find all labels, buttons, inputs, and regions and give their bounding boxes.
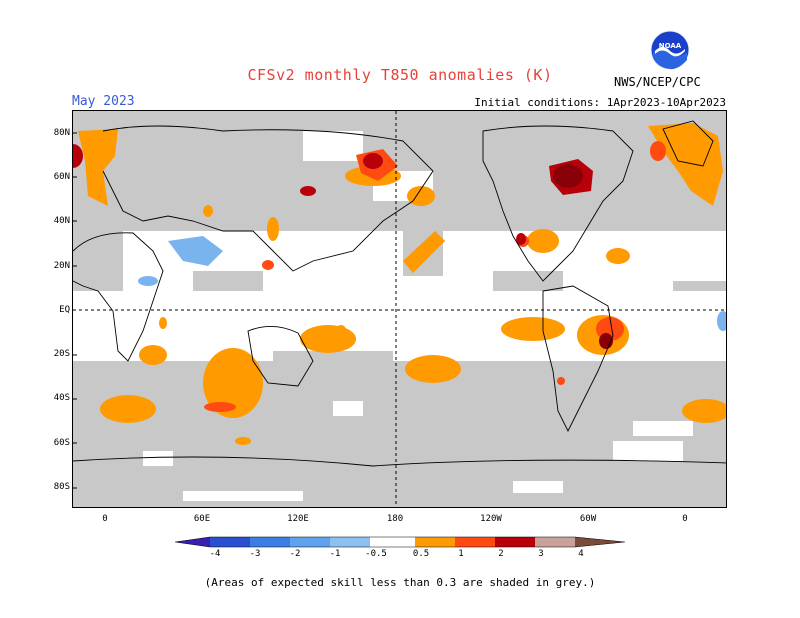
colorbar bbox=[175, 536, 625, 548]
agency-label: NWS/NCEP/CPC bbox=[614, 75, 701, 89]
noaa-logo: NOAA bbox=[650, 30, 690, 70]
lon-label: 120E bbox=[287, 514, 309, 524]
skill-footnote: (Areas of expected skill less than 0.3 a… bbox=[204, 576, 596, 589]
positive-anomaly-05-1 bbox=[78, 123, 726, 445]
map-title: CFSv2 monthly T850 anomalies (K) bbox=[247, 66, 553, 84]
colorbar-label: -4 bbox=[209, 549, 221, 559]
lon-label: 60E bbox=[193, 514, 211, 524]
colorbar-label: 2 bbox=[498, 549, 504, 559]
lat-label: 60S bbox=[53, 438, 70, 448]
colorbar-label: -2 bbox=[289, 549, 301, 559]
logo-text: NOAA bbox=[659, 42, 682, 50]
lon-label: 0 bbox=[682, 514, 688, 524]
lon-label: 180 bbox=[386, 514, 404, 524]
anomaly-map bbox=[72, 110, 727, 508]
lon-label: 60W bbox=[579, 514, 597, 524]
lat-label: 60N bbox=[53, 172, 70, 182]
colorbar-label: -3 bbox=[249, 549, 261, 559]
colorbar-label: 1 bbox=[458, 549, 464, 559]
map-canvas bbox=[73, 111, 726, 507]
initial-conditions: Initial conditions: 1Apr2023-10Apr2023 bbox=[474, 96, 726, 109]
colorbar-label: 4 bbox=[578, 549, 584, 559]
lat-label: 40N bbox=[53, 216, 70, 226]
coastlines bbox=[73, 120, 726, 467]
colorbar-label: -0.5 bbox=[365, 549, 387, 559]
lon-label: 120W bbox=[480, 514, 502, 524]
negative-anomaly bbox=[138, 236, 726, 331]
colorbar-label: -1 bbox=[329, 549, 341, 559]
colorbar-label: 0.5 bbox=[412, 549, 430, 559]
lat-label: 80N bbox=[53, 128, 70, 138]
lat-label: 40S bbox=[53, 393, 70, 403]
lat-label: 20N bbox=[53, 261, 70, 271]
lon-label: 0 bbox=[102, 514, 108, 524]
forecast-month: May 2023 bbox=[72, 94, 135, 109]
lat-label: 80S bbox=[53, 482, 70, 492]
lat-label: 20S bbox=[53, 349, 70, 359]
lat-label: EQ bbox=[59, 305, 70, 315]
colorbar-label: 3 bbox=[538, 549, 544, 559]
